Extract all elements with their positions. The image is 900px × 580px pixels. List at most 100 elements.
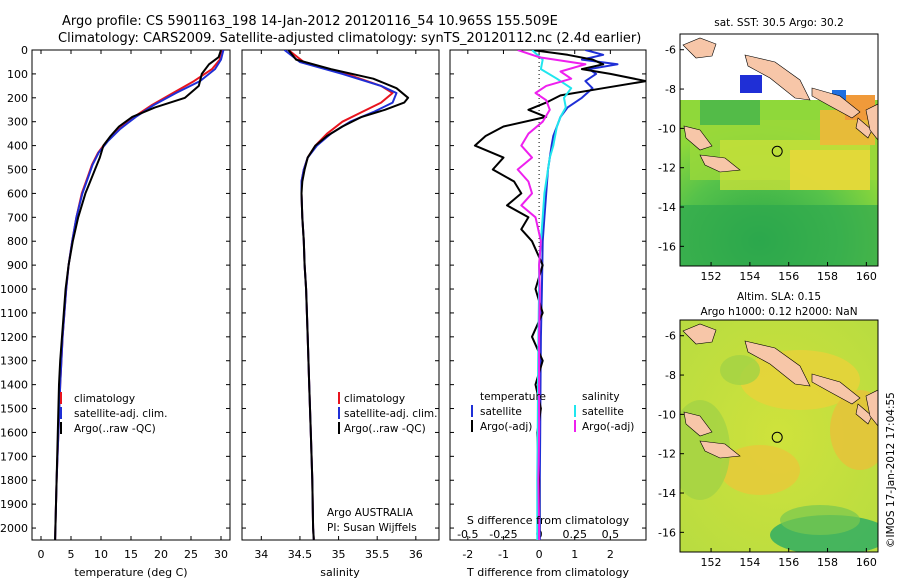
sla-map: Altim. SLA: 0.15 Argo h1000: 0.12 h2000:… — [658, 291, 879, 569]
map-y-tick-label: -10 — [658, 408, 676, 421]
sst-map-axes: 152 154 156 158 160 -6 -8 -10 -12 -14 -16 — [658, 44, 877, 283]
salinity-series — [283, 50, 410, 540]
legend-temp-argo-label: Argo(-adj) — [480, 421, 532, 433]
map-y-tick-label: -8 — [665, 83, 676, 96]
depth-tick-label: 1100 — [0, 307, 28, 320]
legend-title-temperature: temperature — [480, 391, 546, 403]
map-y-tick-label: -16 — [658, 526, 676, 539]
depth-tick-label: 200 — [7, 92, 28, 105]
series-temperature-satellite — [538, 50, 619, 540]
depth-tick-label: 400 — [7, 140, 28, 153]
depth-tick-label: 1500 — [0, 403, 28, 416]
x-tick-label: 10 — [94, 548, 108, 561]
map-y-tick-label: -10 — [658, 122, 676, 135]
depth-tick-label: 900 — [7, 259, 28, 272]
x-tick-label-salinity: -0.25 — [489, 528, 517, 541]
map-x-tick-label: 156 — [778, 270, 799, 283]
salinity-y-ticks — [242, 49, 439, 529]
figure-title-line2: Climatology: CARS2009. Satellite-adjuste… — [58, 31, 641, 46]
x-tick-label: 20 — [154, 548, 168, 561]
difference-axes-frame — [449, 49, 647, 541]
x-tick-label: 1 — [571, 548, 578, 561]
difference-legend: temperature salinity satellite Argo(-adj… — [471, 391, 634, 433]
depth-tick-label: 0 — [21, 44, 28, 57]
series-salinity-satellite — [531, 50, 573, 540]
legend-title-salinity: salinity — [582, 391, 620, 403]
difference-series — [473, 50, 646, 540]
sst-map-field — [680, 34, 878, 266]
x-tick-label: 2 — [607, 548, 614, 561]
depth-tick-label: 1900 — [0, 498, 28, 511]
sst-map-title: sat. SST: 30.5 Argo: 30.2 — [714, 17, 844, 29]
series-argo-raw-qc- — [54, 50, 222, 540]
salinity-panel: 34 34.5 35 35.5 36 salinity climatology sate… — [241, 49, 440, 579]
imos-stamp: ©IMOS 17-Jan-2012 17:04:55 — [885, 392, 897, 548]
legend-climatology-label: climatology — [74, 393, 135, 405]
x-tick-label: 30 — [214, 548, 228, 561]
depth-tick-label: 1700 — [0, 450, 28, 463]
depth-tick-label: 2000 — [0, 522, 28, 535]
sst-map: sat. SST: 30.5 Argo: 30.2 152 154 156 158 16… — [658, 17, 879, 283]
map-y-tick-label: -6 — [665, 330, 676, 343]
map-x-tick-label: 158 — [817, 270, 838, 283]
x-tick-label: 25 — [184, 548, 198, 561]
salinity-annotation-pi: PI: Susan Wijffels — [327, 522, 417, 534]
difference-xlabel-top: S difference from climatology — [467, 514, 630, 527]
legend-argo-label: Argo(..raw -QC) — [344, 423, 426, 435]
x-tick-label: 0 — [38, 548, 45, 561]
depth-tick-label: 1800 — [0, 474, 28, 487]
difference-y-ticks — [450, 49, 646, 529]
map-y-tick-label: -8 — [665, 369, 676, 382]
legend-sal-argo-label: Argo(-adj) — [582, 421, 634, 433]
depth-tick-label: 800 — [7, 235, 28, 248]
map-x-tick-label: 154 — [739, 556, 760, 569]
depth-tick-label: 300 — [7, 116, 28, 129]
sla-map-title1: Altim. SLA: 0.15 — [737, 291, 821, 303]
x-tick-label: 36 — [409, 548, 423, 561]
map-x-tick-label: 160 — [856, 270, 877, 283]
sla-map-axes: 152 154 156 158 160 -6 -8 -10 -12 -14 -16 — [658, 330, 877, 569]
depth-tick-label: 700 — [7, 211, 28, 224]
x-tick-label: 35 — [332, 548, 346, 561]
x-tick-label: 0 — [536, 548, 543, 561]
series-argo-raw-qc- — [287, 50, 410, 540]
map-x-tick-label: 160 — [856, 556, 877, 569]
legend-climatology-label: climatology — [344, 393, 405, 405]
map-y-tick-label: -6 — [665, 44, 676, 57]
x-tick-label-salinity: 0.25 — [562, 528, 587, 541]
depth-axis: 0 100 200 300 400 500 600 700 800 900 1000 1100 1200… — [0, 44, 230, 535]
depth-tick-label: 1000 — [0, 283, 28, 296]
temperature-panel: 0100200300400500600700800900100011001200… — [0, 44, 231, 579]
x-tick-label: 34 — [254, 548, 268, 561]
map-x-tick-label: 152 — [701, 556, 722, 569]
map-y-tick-label: -16 — [658, 240, 676, 253]
map-y-tick-label: -12 — [658, 448, 676, 461]
depth-tick-label: 1400 — [0, 379, 28, 392]
temperature-legend: climatology satellite-adj. clim. Argo(..… — [60, 392, 167, 435]
x-tick-label: -2 — [462, 548, 473, 561]
temperature-x-axis: 0 5 10 15 20 25 30 — [38, 50, 228, 561]
x-tick-label: 15 — [124, 548, 138, 561]
difference-xlabel: T difference from climatology — [466, 566, 629, 579]
x-tick-label-salinity: 0.5 — [602, 528, 620, 541]
x-tick-label: 35.5 — [365, 548, 390, 561]
depth-tick-label: 1300 — [0, 355, 28, 368]
map-x-tick-label: 154 — [739, 270, 760, 283]
salinity-axes-frame — [241, 49, 440, 541]
depth-tick-label: 600 — [7, 187, 28, 200]
depth-tick-label: 1600 — [0, 426, 28, 439]
figure-title-line1: Argo profile: CS 5901163_198 14-Jan-2012… — [62, 14, 558, 29]
sla-map-field — [680, 320, 878, 552]
map-x-tick-label: 156 — [778, 556, 799, 569]
depth-tick-label: 100 — [7, 68, 28, 81]
salinity-x-axis: 34 34.5 35 35.5 36 — [254, 50, 423, 561]
salinity-xlabel: salinity — [320, 566, 360, 579]
x-tick-label: 34.5 — [288, 548, 313, 561]
legend-argo-label: Argo(..raw -QC) — [74, 423, 156, 435]
sst-argo-marker — [771, 145, 783, 157]
depth-tick-label: 500 — [7, 164, 28, 177]
map-x-tick-label: 152 — [701, 270, 722, 283]
depth-tick-label: 1200 — [0, 331, 28, 344]
